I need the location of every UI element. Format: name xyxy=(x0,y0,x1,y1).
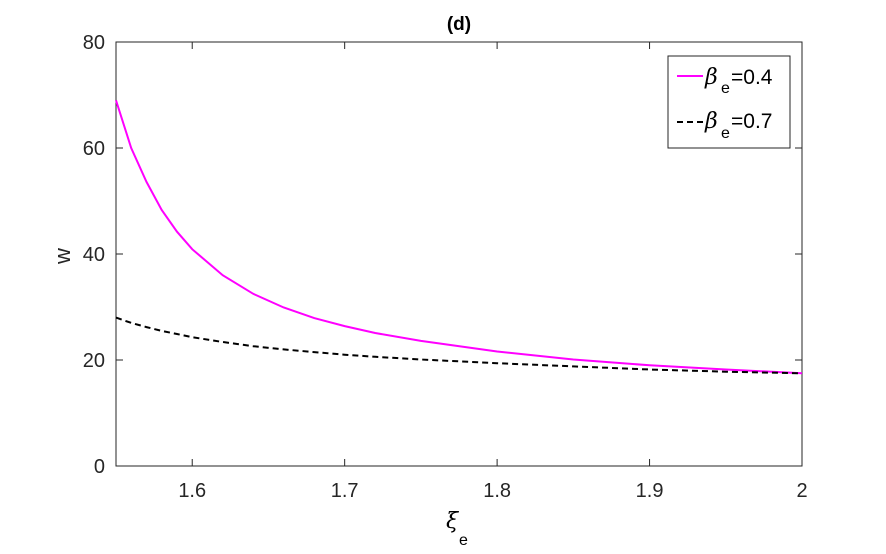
y-tick-label: 40 xyxy=(83,244,105,266)
y-axis-label: w xyxy=(50,248,75,265)
x-tick-label: 1.7 xyxy=(331,480,359,502)
series-line-2 xyxy=(115,316,803,375)
x-axis-label: ξ e xyxy=(446,509,468,549)
legend: β e =0.4 β e =0.7 xyxy=(667,55,791,149)
x-tick-label: 1.9 xyxy=(636,480,664,502)
svg-text:ξ: ξ xyxy=(446,509,460,534)
x-tick-label: 1.6 xyxy=(178,480,206,502)
svg-text:e: e xyxy=(721,125,730,142)
svg-text:β: β xyxy=(704,65,718,90)
legend-label-series-1: β e =0.4 xyxy=(704,65,773,97)
x-tick-label: 1.8 xyxy=(483,480,511,502)
series-line-1 xyxy=(115,99,803,375)
y-tick-label: 60 xyxy=(83,138,105,160)
svg-text:=0.7: =0.7 xyxy=(731,110,772,133)
svg-text:e: e xyxy=(721,80,730,97)
legend-label-series-2: β e =0.7 xyxy=(704,109,772,142)
y-tick-label: 0 xyxy=(94,456,105,478)
x-tick-label: 2 xyxy=(796,480,807,502)
y-tick-label: 20 xyxy=(83,350,105,372)
y-tick-label: 80 xyxy=(83,32,105,54)
chart-title: (d) xyxy=(447,14,471,35)
svg-text:e: e xyxy=(459,532,468,549)
svg-text:β: β xyxy=(704,109,718,134)
svg-text:=0.4: =0.4 xyxy=(731,66,773,89)
legend-box xyxy=(667,55,791,149)
series-group xyxy=(115,99,803,375)
